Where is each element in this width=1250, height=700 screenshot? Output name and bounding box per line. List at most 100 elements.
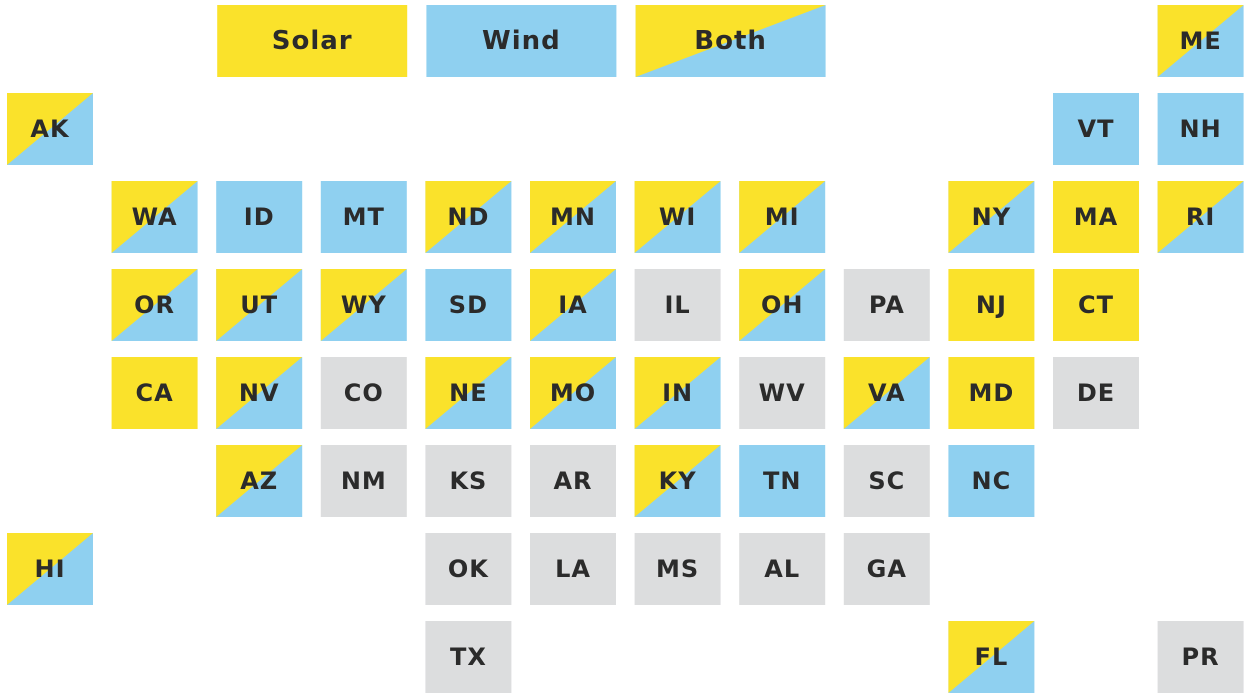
state-tile: CA: [111, 357, 198, 429]
tile-fill-solar: [7, 533, 93, 605]
tile-fill-solar: [634, 445, 721, 517]
state-label: IL: [664, 291, 690, 319]
tile-fill-solar: [111, 181, 198, 253]
state-tile: MA: [1053, 181, 1139, 253]
tile-fill: [948, 269, 1035, 341]
state-tile: OK: [425, 533, 512, 605]
state-label: MA: [1074, 203, 1118, 231]
tile-fill-solar: [530, 357, 616, 429]
tile-fill-solar: [530, 181, 616, 253]
tile-fill-solar: [948, 181, 1035, 253]
tile-fill: [320, 445, 407, 517]
state-label: KS: [449, 467, 487, 495]
state-label: KY: [659, 467, 697, 495]
tile-fill: [948, 357, 1035, 429]
state-tile: PA: [843, 269, 930, 341]
state-label: NV: [239, 379, 280, 407]
state-tile: WA: [111, 181, 198, 253]
tile-fill-solar: [1157, 5, 1244, 77]
state-label: WI: [659, 203, 696, 231]
tile-fill: [739, 357, 826, 429]
state-label: TX: [450, 643, 487, 671]
tile-fill: [1157, 621, 1244, 693]
state-tile: CT: [1053, 269, 1139, 341]
state-tile: OR: [111, 269, 198, 341]
state-tile: NV: [216, 357, 303, 429]
state-label: WV: [759, 379, 806, 407]
tile-fill: [1053, 181, 1139, 253]
state-tile: WY: [320, 269, 407, 341]
tile-fill-solar: [216, 269, 303, 341]
tile-fill: [843, 269, 930, 341]
state-tile: RI: [1157, 181, 1244, 253]
state-label: GA: [867, 555, 907, 583]
state-label: AR: [553, 467, 592, 495]
tile-fill-solar: [1157, 181, 1244, 253]
state-label: NM: [341, 467, 387, 495]
tile-fill-solar: [320, 269, 407, 341]
tile-fill: [425, 621, 512, 693]
state-tile: SD: [425, 269, 512, 341]
state-label: AK: [30, 115, 70, 143]
state-label: ND: [447, 203, 489, 231]
state-tile: AK: [7, 93, 93, 165]
state-label: VT: [1078, 115, 1115, 143]
state-label: ID: [244, 203, 275, 231]
state-tile: IA: [530, 269, 616, 341]
state-label: AL: [764, 555, 800, 583]
state-label: WY: [341, 291, 387, 319]
state-tile: IL: [634, 269, 721, 341]
state-tile: MT: [320, 181, 407, 253]
tile-fill-solar: [216, 357, 303, 429]
state-label: NC: [972, 467, 1012, 495]
state-tile: ID: [216, 181, 303, 253]
tile-fill: [843, 445, 930, 517]
tile-fill: [1053, 357, 1139, 429]
state-tile: FL: [948, 621, 1035, 693]
state-tile: MN: [530, 181, 616, 253]
state-label: MN: [550, 203, 596, 231]
tile-fill: [634, 269, 721, 341]
state-label: CO: [344, 379, 384, 407]
state-label: SC: [868, 467, 905, 495]
state-label: PA: [869, 291, 905, 319]
state-tile: AL: [739, 533, 826, 605]
state-label: PR: [1182, 643, 1220, 671]
state-label: FL: [975, 643, 1009, 671]
tile-fill: [425, 533, 512, 605]
tile-fill: [216, 181, 303, 253]
tile-fill: [426, 5, 617, 77]
state-label: DE: [1077, 379, 1115, 407]
tile-fill-solar: [111, 269, 198, 341]
state-tile: MS: [634, 533, 721, 605]
state-tile: AZ: [216, 445, 303, 517]
tile-fill-solar: [739, 269, 826, 341]
state-tile: AR: [530, 445, 616, 517]
state-tile: OH: [739, 269, 826, 341]
state-tile: LA: [530, 533, 616, 605]
state-tile: TX: [425, 621, 512, 693]
legend-item: Solar: [217, 5, 408, 77]
state-tile: NC: [948, 445, 1035, 517]
state-tile: TN: [739, 445, 826, 517]
tile-fill-solar: [635, 5, 826, 77]
state-tile: ND: [425, 181, 512, 253]
tile-fill-solar: [216, 445, 303, 517]
tile-fill: [948, 445, 1035, 517]
state-tile: UT: [216, 269, 303, 341]
legend-label: Solar: [272, 26, 353, 56]
state-label: MS: [656, 555, 699, 583]
tile-fill: [530, 445, 616, 517]
tile-fill-solar: [7, 93, 93, 165]
tile-fill-solar: [425, 357, 512, 429]
state-tile: VT: [1053, 93, 1139, 165]
state-label: MO: [550, 379, 596, 407]
tile-fill: [530, 533, 616, 605]
state-tile: KS: [425, 445, 512, 517]
state-label: MI: [765, 203, 800, 231]
legend-item: Wind: [426, 5, 617, 77]
legend-label: Both: [694, 26, 767, 56]
tile-fill: [739, 445, 826, 517]
state-label: MD: [968, 379, 1014, 407]
state-label: CT: [1078, 291, 1114, 319]
